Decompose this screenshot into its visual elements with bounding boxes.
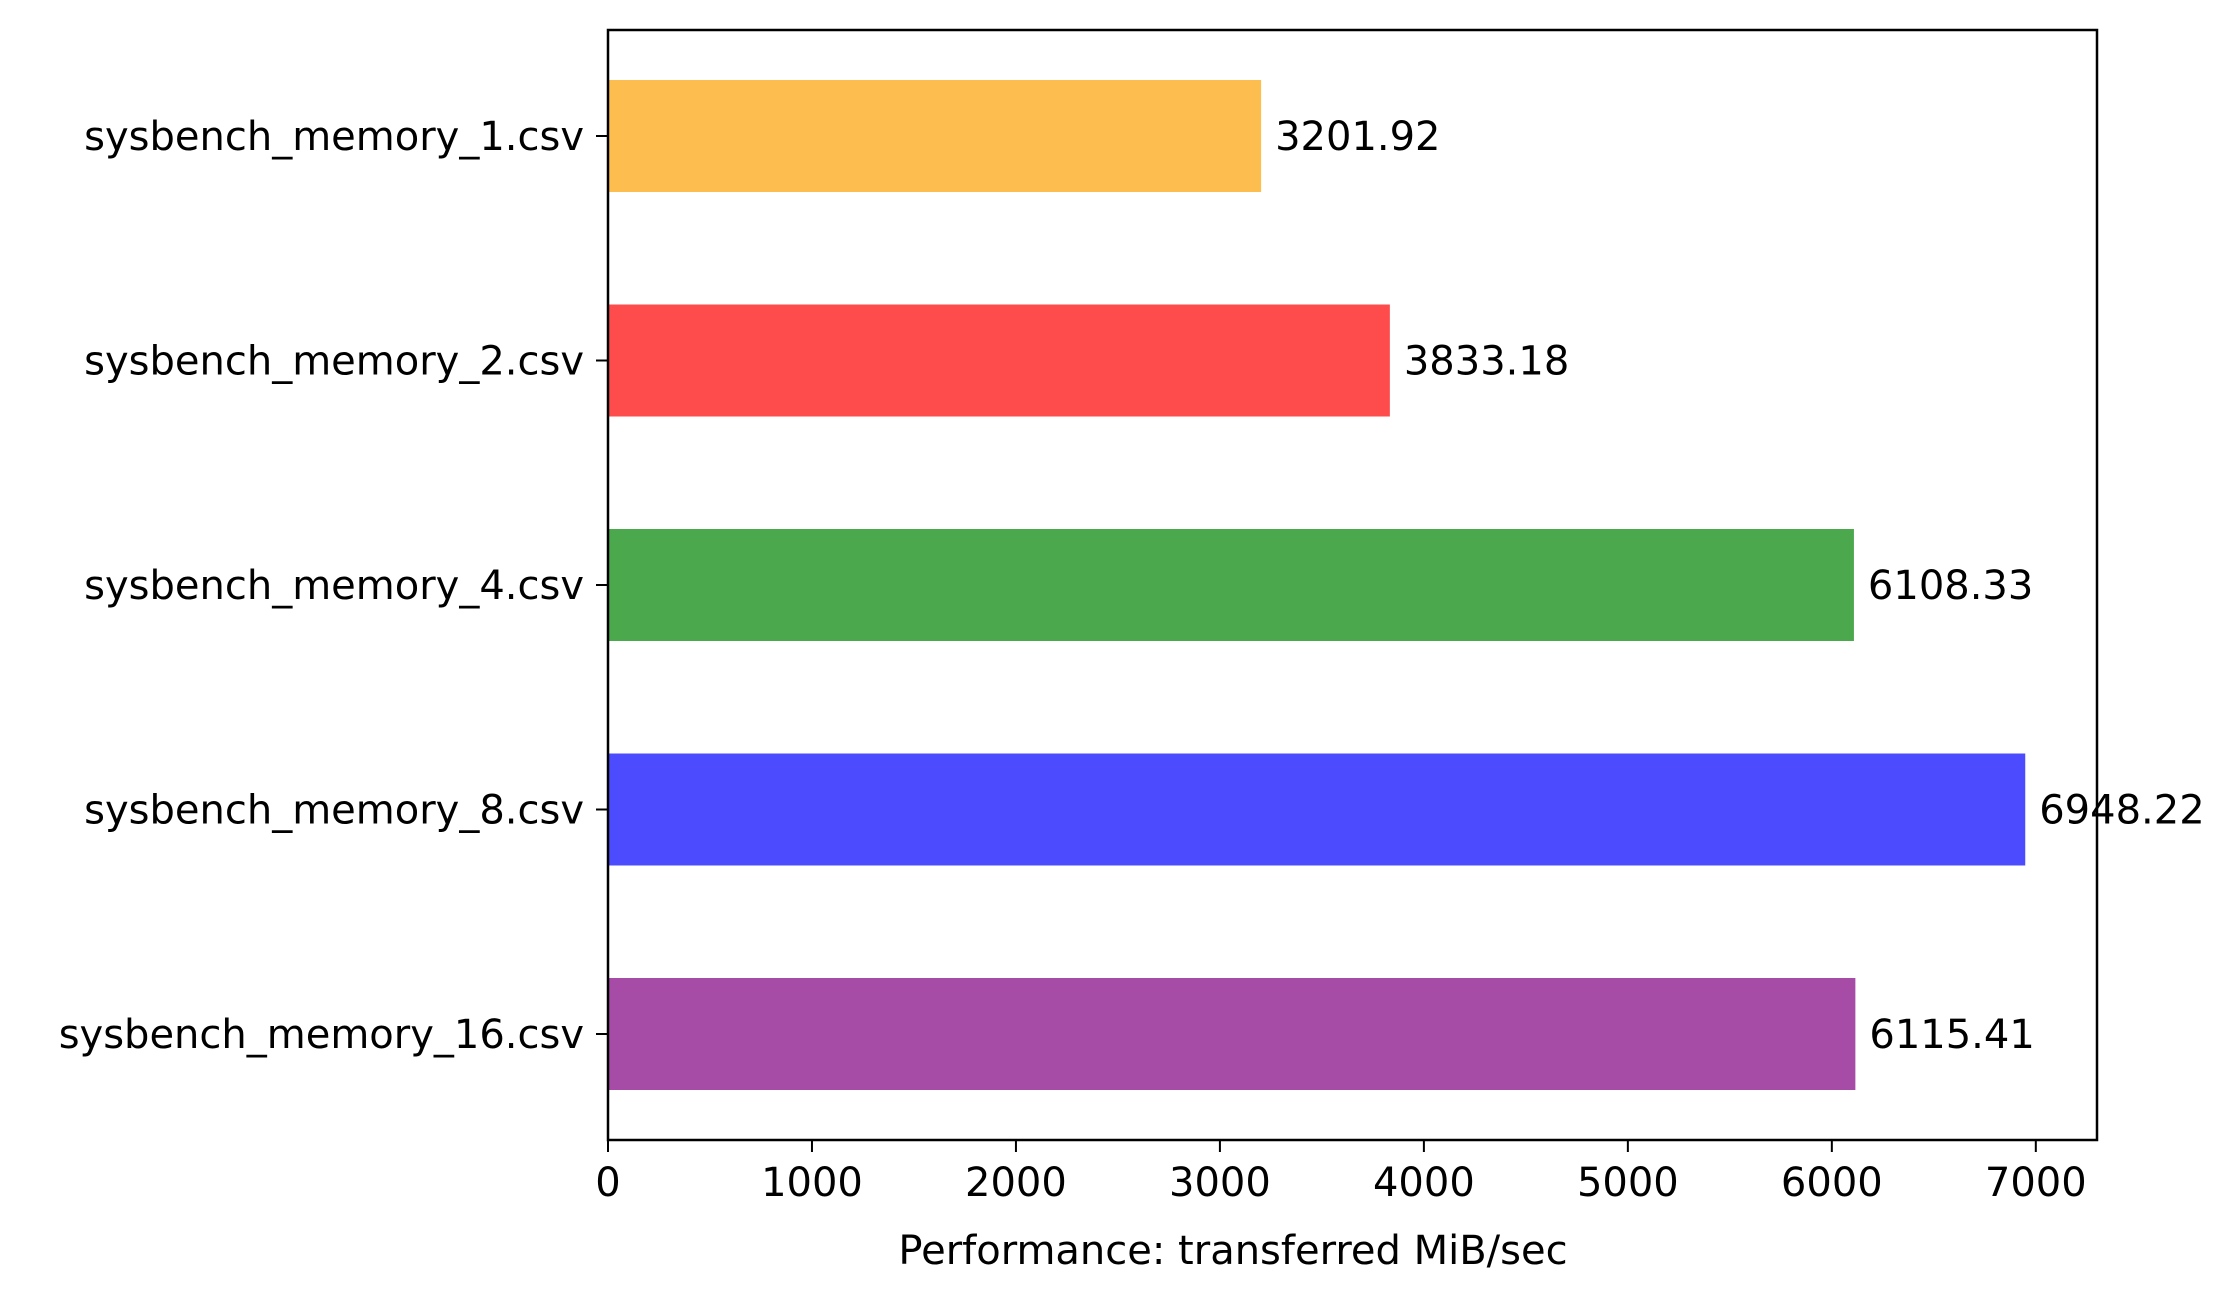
x-tick-label-5: 4000 (1373, 1160, 1475, 1206)
y-tick-label-4: sysbench_memory_8.csv (84, 788, 584, 834)
data-label-2: 3833.18 (1404, 339, 1569, 385)
x-tick-label-2: 1000 (761, 1160, 863, 1206)
bar-4 (608, 753, 2026, 866)
data-label-3: 6108.33 (1868, 563, 2033, 609)
data-label-4: 6948.22 (2039, 788, 2204, 834)
bars-layer (608, 80, 2026, 1090)
axes-layer: sysbench_memory_1.csv sysbench_memory_2.c… (59, 28, 2099, 1206)
x-tick-label-7: 6000 (1781, 1160, 1883, 1206)
y-tick-label-3: sysbench_memory_4.csv (84, 563, 584, 609)
y-tick-label-2: sysbench_memory_2.csv (84, 339, 584, 385)
bar-2 (608, 304, 1390, 417)
y-tick-label-1: sysbench_memory_1.csv (84, 114, 584, 160)
y-tick-label-5: sysbench_memory_16.csv (59, 1012, 584, 1058)
x-tick-label-3: 2000 (965, 1160, 1067, 1206)
plot-frame (606, 28, 2099, 1142)
x-tick-label-6: 5000 (1577, 1160, 1679, 1206)
data-label-5: 6115.41 (1869, 1012, 2034, 1058)
bar-1 (608, 80, 1262, 192)
data-label-1: 3201.92 (1275, 114, 1440, 160)
x-tick-label-1: 0 (595, 1160, 620, 1206)
data-labels-layer: 3201.92 3833.18 6108.33 6948.22 6115.41 (1275, 114, 2205, 1058)
x-tick-label-4: 3000 (1169, 1160, 1271, 1206)
bar-3 (608, 529, 1854, 641)
x-tick-label-8: 7000 (1985, 1160, 2087, 1206)
x-axis-label: Performance: transferred MiB/sec (898, 1228, 1567, 1274)
bar-5 (608, 978, 1856, 1090)
